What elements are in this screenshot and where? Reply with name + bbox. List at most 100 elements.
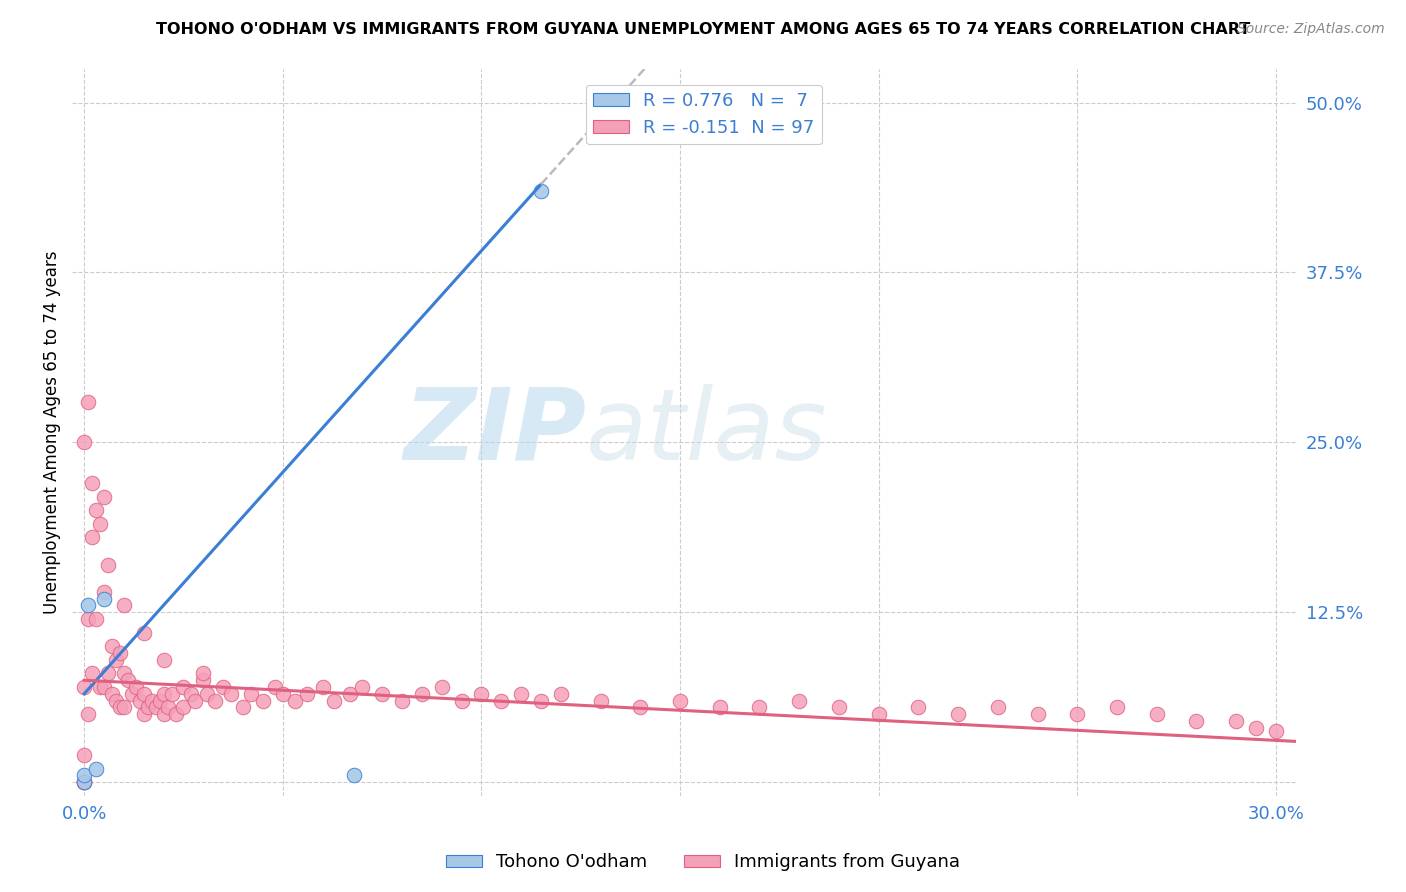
Point [204, 693, 226, 707]
Point [101, 687, 124, 701]
Point [1066, 707, 1088, 722]
Point [84, 612, 107, 626]
Point [112, 599, 135, 613]
Point [165, 707, 187, 722]
Point [180, 687, 202, 701]
Point [628, 700, 651, 714]
Point [136, 700, 159, 714]
Point [108, 700, 131, 714]
Point [510, 687, 533, 701]
Point [112, 666, 135, 681]
Point [97, 558, 120, 572]
Point [132, 707, 155, 722]
Point [160, 687, 183, 701]
Point [73, 775, 96, 789]
Point [149, 693, 172, 707]
Point [84, 762, 107, 776]
Point [82, 666, 104, 681]
Point [946, 707, 969, 722]
Point [828, 700, 851, 714]
Point [73, 747, 96, 762]
Point [193, 673, 215, 688]
Point [252, 693, 274, 707]
Point [787, 693, 810, 707]
Point [193, 666, 215, 681]
Point [77, 599, 100, 613]
Point [132, 687, 155, 701]
Point [589, 693, 612, 707]
Point [112, 700, 135, 714]
Point [240, 687, 263, 701]
Point [128, 693, 150, 707]
Point [152, 707, 174, 722]
Point [907, 700, 929, 714]
Point [1185, 714, 1208, 728]
Point [232, 700, 254, 714]
Point [132, 625, 155, 640]
Point [669, 693, 692, 707]
Point [125, 680, 148, 694]
Point [73, 775, 96, 789]
Point [450, 693, 472, 707]
Point [82, 531, 104, 545]
Point [219, 687, 242, 701]
Point [93, 680, 115, 694]
Point [73, 768, 96, 782]
Point [343, 768, 366, 782]
Point [77, 394, 100, 409]
Point [89, 680, 111, 694]
Text: TOHONO O'ODHAM VS IMMIGRANTS FROM GUYANA UNEMPLOYMENT AMONG AGES 65 TO 74 YEARS : TOHONO O'ODHAM VS IMMIGRANTS FROM GUYANA… [156, 22, 1250, 37]
Point [550, 687, 572, 701]
Point [101, 639, 124, 653]
Point [530, 693, 553, 707]
Point [141, 693, 163, 707]
Point [323, 693, 346, 707]
Point [311, 680, 333, 694]
Point [748, 700, 770, 714]
Point [352, 680, 374, 694]
Point [121, 687, 143, 701]
Point [271, 687, 294, 701]
Point [1264, 723, 1286, 738]
Point [184, 693, 207, 707]
Point [172, 700, 194, 714]
Point [391, 693, 413, 707]
Point [82, 476, 104, 491]
Point [195, 687, 218, 701]
Point [145, 700, 167, 714]
Point [1225, 714, 1247, 728]
Point [97, 666, 120, 681]
Point [709, 700, 731, 714]
Point [1026, 707, 1049, 722]
Text: Source: ZipAtlas.com: Source: ZipAtlas.com [1237, 22, 1385, 37]
Point [1146, 707, 1168, 722]
Point [411, 687, 433, 701]
Text: atlas: atlas [586, 384, 828, 481]
Point [89, 516, 111, 531]
Point [284, 693, 307, 707]
Legend: Tohono O'odham, Immigrants from Guyana: Tohono O'odham, Immigrants from Guyana [439, 847, 967, 879]
Point [263, 680, 285, 694]
Point [73, 680, 96, 694]
Point [73, 775, 96, 789]
Point [77, 612, 100, 626]
Legend: R = 0.776   N =  7, R = -0.151  N = 97: R = 0.776 N = 7, R = -0.151 N = 97 [585, 85, 821, 145]
Point [987, 700, 1010, 714]
Point [93, 585, 115, 599]
Point [93, 591, 115, 606]
Point [868, 707, 890, 722]
Point [93, 490, 115, 504]
Text: ZIP: ZIP [404, 384, 586, 481]
Point [104, 653, 127, 667]
Point [152, 653, 174, 667]
Point [339, 687, 361, 701]
Point [108, 646, 131, 660]
Point [430, 680, 453, 694]
Point [77, 707, 100, 722]
Y-axis label: Unemployment Among Ages 65 to 74 years: Unemployment Among Ages 65 to 74 years [44, 251, 60, 614]
Point [1105, 700, 1128, 714]
Point [1244, 721, 1267, 735]
Point [371, 687, 394, 701]
Point [470, 687, 492, 701]
Point [84, 503, 107, 517]
